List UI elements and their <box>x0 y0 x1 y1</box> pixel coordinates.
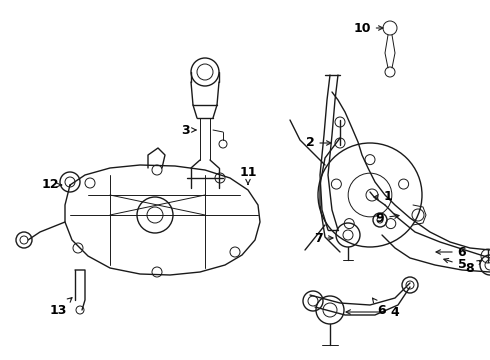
Text: 10: 10 <box>353 22 383 35</box>
Text: 4: 4 <box>346 306 399 319</box>
Text: 12: 12 <box>41 179 62 192</box>
Text: 3: 3 <box>181 123 196 136</box>
Text: 5: 5 <box>444 258 466 271</box>
Text: 11: 11 <box>239 166 257 184</box>
Text: 9: 9 <box>376 211 399 225</box>
Text: 1: 1 <box>374 190 392 203</box>
Text: 6: 6 <box>436 246 466 258</box>
Text: 2: 2 <box>306 136 331 149</box>
Text: 7: 7 <box>314 231 333 244</box>
Text: 6: 6 <box>372 298 386 316</box>
Text: 13: 13 <box>49 298 72 316</box>
Text: 8: 8 <box>466 260 482 274</box>
